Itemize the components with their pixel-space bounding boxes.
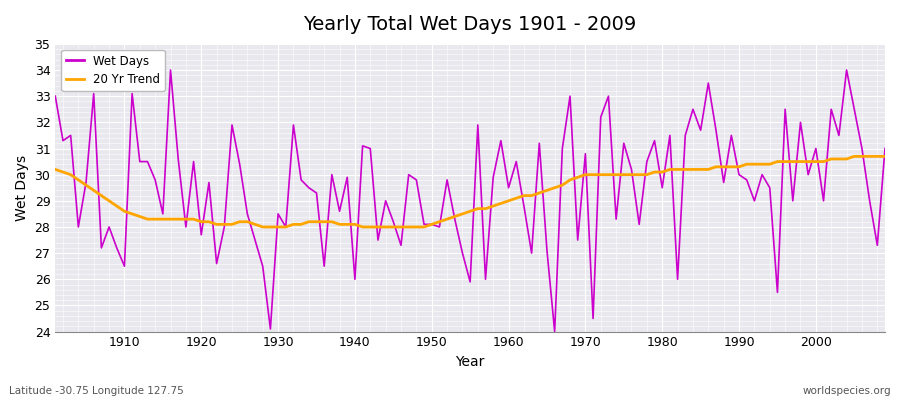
Title: Yearly Total Wet Days 1901 - 2009: Yearly Total Wet Days 1901 - 2009 bbox=[303, 15, 637, 34]
Y-axis label: Wet Days: Wet Days bbox=[15, 155, 29, 221]
Legend: Wet Days, 20 Yr Trend: Wet Days, 20 Yr Trend bbox=[61, 50, 165, 91]
Text: worldspecies.org: worldspecies.org bbox=[803, 386, 891, 396]
Text: Latitude -30.75 Longitude 127.75: Latitude -30.75 Longitude 127.75 bbox=[9, 386, 184, 396]
X-axis label: Year: Year bbox=[455, 355, 485, 369]
